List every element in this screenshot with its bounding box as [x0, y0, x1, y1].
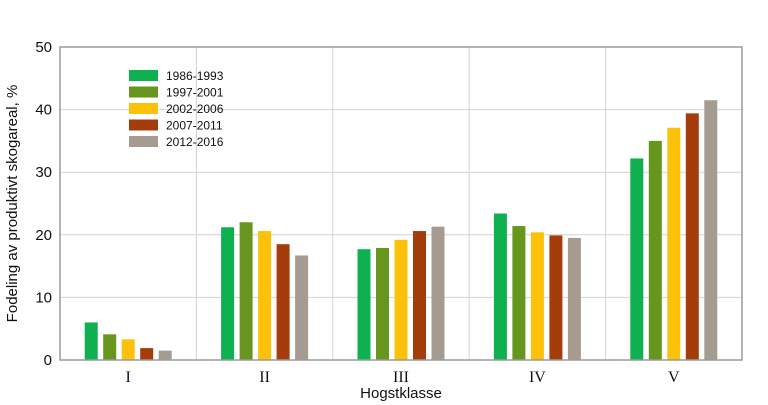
- legend: 1986-1993 1997-2001 2002-2006 2007-2011 2012…: [129, 69, 224, 149]
- x-tick-label: V: [668, 369, 680, 386]
- bar: [140, 348, 154, 360]
- bar: [258, 231, 272, 360]
- legend-swatch: [129, 136, 158, 147]
- y-tick-label: 10: [35, 289, 52, 306]
- bar: [630, 158, 644, 360]
- bar: [221, 227, 235, 360]
- grid-layer: [60, 47, 742, 360]
- bar: [667, 127, 681, 360]
- y-tick-label: 0: [44, 352, 52, 369]
- legend-label: 1997-2001: [166, 86, 224, 100]
- x-tick-label: I: [126, 369, 131, 386]
- legend-label: 1986-1993: [166, 69, 224, 83]
- legend-label: 2002-2006: [166, 102, 224, 116]
- x-tick-labels: I II III IV V: [126, 369, 680, 386]
- bar: [431, 226, 445, 360]
- bar: [376, 247, 389, 360]
- x-tick-label: IV: [529, 369, 546, 386]
- bar: [549, 235, 563, 360]
- bar: [84, 322, 98, 360]
- bar: [493, 213, 507, 360]
- bar: [685, 113, 699, 360]
- bar: [357, 249, 371, 360]
- bar: [158, 350, 172, 360]
- y-tick-label: 40: [35, 102, 52, 119]
- x-axis-label: Hogstklasse: [360, 385, 442, 402]
- legend-label: 2007-2011: [166, 119, 223, 133]
- legend-swatch: [129, 103, 158, 114]
- legend-swatch: [129, 70, 158, 81]
- bar: [530, 232, 544, 360]
- y-axis-label: Fodeling av produktivt skogareal, %: [4, 85, 21, 323]
- bar: [413, 231, 426, 360]
- bar: [103, 334, 117, 360]
- y-tick-label: 50: [35, 39, 52, 56]
- y-tick-label: 20: [35, 227, 52, 244]
- legend-label: 2012-2016: [166, 135, 224, 149]
- legend-swatch: [129, 119, 158, 131]
- bar: [567, 237, 581, 360]
- bars-layer: [84, 100, 718, 361]
- bar: [276, 244, 290, 360]
- bar: [648, 140, 662, 360]
- x-tick-label: III: [393, 369, 409, 386]
- bar: [295, 255, 309, 360]
- bar: [394, 239, 408, 360]
- bar: [512, 226, 526, 360]
- bar: [121, 339, 135, 360]
- y-tick-label: 30: [35, 164, 52, 181]
- y-tick-labels: 0 10 20 30 40 50: [35, 39, 52, 369]
- bar: [704, 100, 718, 361]
- plot-frame: [59, 46, 743, 361]
- bar: [239, 222, 253, 360]
- x-tick-label: II: [259, 369, 270, 386]
- legend-swatch: [129, 86, 158, 98]
